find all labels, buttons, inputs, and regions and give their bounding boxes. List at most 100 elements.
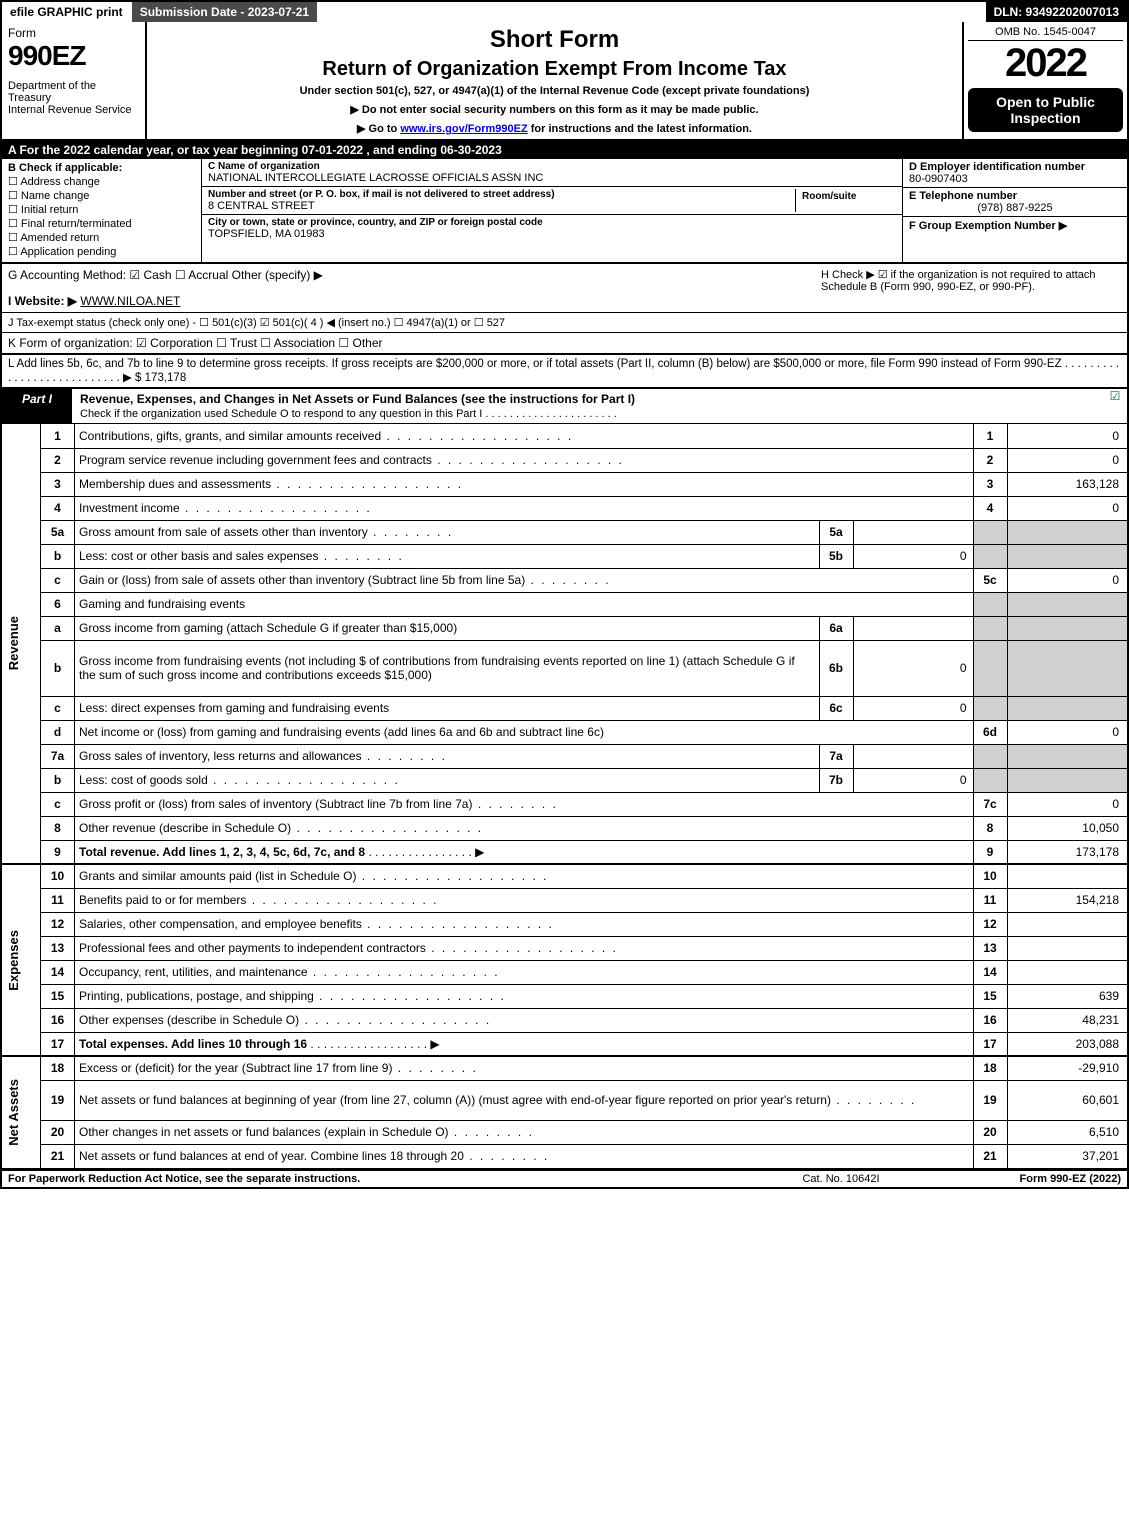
line-1-num: 1: [41, 424, 75, 448]
line-4-col: 4: [973, 496, 1007, 520]
form-number: 990EZ: [8, 40, 139, 72]
line-6-desc: Gaming and fundraising events: [75, 592, 974, 616]
line-5a-shade2: [1007, 520, 1127, 544]
line-6-shade2: [1007, 592, 1127, 616]
part-1-title: Revenue, Expenses, and Changes in Net As…: [72, 389, 1103, 423]
line-7b-num: b: [41, 768, 75, 792]
line-8-val: 10,050: [1007, 816, 1127, 840]
line-6a-shade1: [973, 616, 1007, 640]
line-14-col: 14: [973, 960, 1007, 984]
line-6c-desc: Less: direct expenses from gaming and fu…: [75, 696, 820, 720]
chk-final-return[interactable]: Final return/terminated: [8, 217, 195, 230]
address-value: 8 CENTRAL STREET: [208, 200, 795, 212]
section-j: J Tax-exempt status (check only one) - ☐…: [2, 313, 1127, 333]
chk-initial-return[interactable]: Initial return: [8, 203, 195, 216]
line-7c-val: 0: [1007, 792, 1127, 816]
line-18-col: 18: [973, 1056, 1007, 1080]
line-7b: b Less: cost of goods sold 7b 0: [2, 768, 1127, 792]
chk-name-change[interactable]: Name change: [8, 189, 195, 202]
note2-post: for instructions and the latest informat…: [528, 123, 752, 135]
line-19-num: 19: [41, 1080, 75, 1120]
line-21-col: 21: [973, 1144, 1007, 1168]
line-16-val: 48,231: [1007, 1008, 1127, 1032]
line-7b-desc: Less: cost of goods sold: [75, 768, 820, 792]
section-b-c-d-e-f: B Check if applicable: Address change Na…: [2, 159, 1127, 264]
chk-address-change[interactable]: Address change: [8, 175, 195, 188]
form-word: Form: [8, 26, 139, 40]
line-3-num: 3: [41, 472, 75, 496]
netassets-side-label: Net Assets: [6, 1079, 21, 1146]
line-7c-num: c: [41, 792, 75, 816]
section-d-e-f: D Employer identification number 80-0907…: [902, 159, 1127, 262]
line-12-val: [1007, 912, 1127, 936]
line-5c-val: 0: [1007, 568, 1127, 592]
line-16-desc: Other expenses (describe in Schedule O): [75, 1008, 974, 1032]
line-7a-shade2: [1007, 744, 1127, 768]
department-label: Department of the Treasury Internal Reve…: [8, 80, 139, 116]
chk-application-pending[interactable]: Application pending: [8, 245, 195, 258]
line-17-desc: Total expenses. Add lines 10 through 16 …: [75, 1032, 974, 1056]
line-6c-box: 6c: [819, 696, 853, 720]
line-7c-col: 7c: [973, 792, 1007, 816]
efile-label: efile GRAPHIC print: [2, 2, 132, 22]
part-1-tag: Part I: [2, 389, 72, 423]
line-6d: d Net income or (loss) from gaming and f…: [2, 720, 1127, 744]
line-6d-col: 6d: [973, 720, 1007, 744]
line-15-num: 15: [41, 984, 75, 1008]
line-6a-shade2: [1007, 616, 1127, 640]
line-6b-num: b: [41, 640, 75, 696]
revenue-side-label: Revenue: [6, 616, 21, 670]
line-7a-box: 7a: [819, 744, 853, 768]
accounting-method: G Accounting Method: ☑ Cash ☐ Accrual Ot…: [8, 268, 821, 282]
expenses-side-label: Expenses: [6, 930, 21, 991]
group-exemption-label: F Group Exemption Number ▶: [909, 220, 1067, 232]
line-6b-shade2: [1007, 640, 1127, 696]
line-16: 16 Other expenses (describe in Schedule …: [2, 1008, 1127, 1032]
line-5a-bval: [853, 520, 973, 544]
form-header: Form 990EZ Department of the Treasury In…: [2, 22, 1127, 141]
line-1-col: 1: [973, 424, 1007, 448]
line-14: 14 Occupancy, rent, utilities, and maint…: [2, 960, 1127, 984]
website-label: I Website: ▶: [8, 294, 77, 308]
section-l: L Add lines 5b, 6c, and 7b to line 9 to …: [2, 355, 1127, 389]
section-h: H Check ▶ ☑ if the organization is not r…: [821, 268, 1121, 308]
line-9-col: 9: [973, 840, 1007, 864]
line-11-val: 154,218: [1007, 888, 1127, 912]
line-5a-box: 5a: [819, 520, 853, 544]
line-18: Net Assets 18 Excess or (deficit) for th…: [2, 1056, 1127, 1080]
short-form-title: Short Form: [157, 26, 952, 54]
line-5b: b Less: cost or other basis and sales ex…: [2, 544, 1127, 568]
website-value: WWW.NILOA.NET: [80, 294, 180, 308]
line-6a-box: 6a: [819, 616, 853, 640]
line-2-num: 2: [41, 448, 75, 472]
line-6d-num: d: [41, 720, 75, 744]
line-15-col: 15: [973, 984, 1007, 1008]
line-17-num: 17: [41, 1032, 75, 1056]
line-6b: b Gross income from fundraising events (…: [2, 640, 1127, 696]
line-3-col: 3: [973, 472, 1007, 496]
line-18-desc: Excess or (deficit) for the year (Subtra…: [75, 1056, 974, 1080]
form-subtitle: Under section 501(c), 527, or 4947(a)(1)…: [157, 85, 952, 97]
header-left: Form 990EZ Department of the Treasury In…: [2, 22, 147, 139]
part-1-checkbox[interactable]: ☑: [1103, 389, 1127, 423]
line-21-val: 37,201: [1007, 1144, 1127, 1168]
line-20-val: 6,510: [1007, 1120, 1127, 1144]
line-19: 19 Net assets or fund balances at beginn…: [2, 1080, 1127, 1120]
line-6a-num: a: [41, 616, 75, 640]
line-10-num: 10: [41, 864, 75, 888]
line-6-num: 6: [41, 592, 75, 616]
line-6-shade1: [973, 592, 1007, 616]
phone-label: E Telephone number: [909, 190, 1121, 202]
line-6c-shade2: [1007, 696, 1127, 720]
org-name: NATIONAL INTERCOLLEGIATE LACROSSE OFFICI…: [208, 172, 896, 184]
line-6b-box: 6b: [819, 640, 853, 696]
irs-link[interactable]: www.irs.gov/Form990EZ: [400, 123, 527, 135]
note2-pre: ▶ Go to: [357, 123, 400, 135]
line-17: 17 Total expenses. Add lines 10 through …: [2, 1032, 1127, 1056]
line-5b-num: b: [41, 544, 75, 568]
chk-amended-return[interactable]: Amended return: [8, 231, 195, 244]
part-1-title-text: Revenue, Expenses, and Changes in Net As…: [80, 392, 635, 406]
line-8-desc: Other revenue (describe in Schedule O): [75, 816, 974, 840]
line-19-val: 60,601: [1007, 1080, 1127, 1120]
omb-number: OMB No. 1545-0047: [968, 26, 1123, 41]
